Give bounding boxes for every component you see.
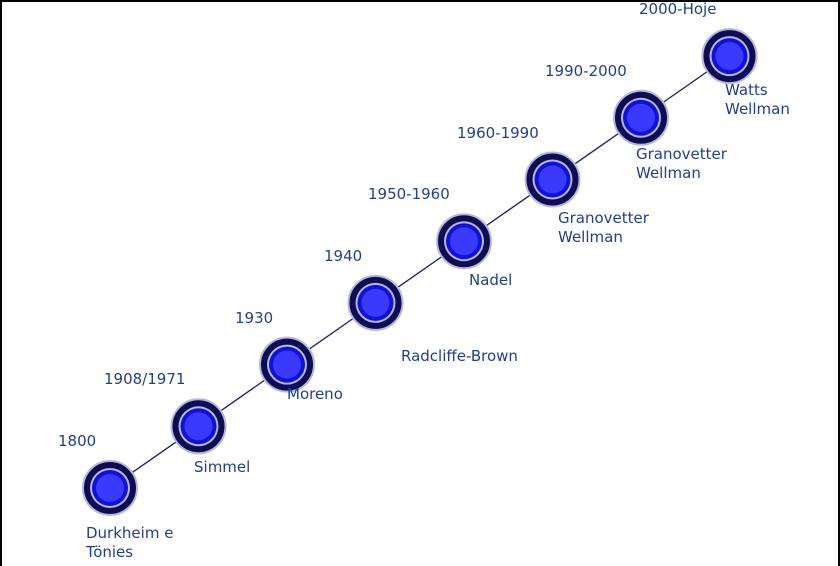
period-label-3: 1940 <box>324 247 362 266</box>
timeline-node-0 <box>83 461 137 515</box>
names-label-1: Simmel <box>194 458 250 477</box>
period-label-5: 1960-1990 <box>457 124 539 143</box>
period-label-2: 1930 <box>235 309 273 328</box>
timeline-node-1 <box>172 399 226 453</box>
names-label-3: Radcliffe-Brown <box>401 347 518 366</box>
period-label-6: 1990-2000 <box>545 62 627 81</box>
timeline-node-5 <box>526 153 580 207</box>
names-label-7: Watts Wellman <box>725 81 790 119</box>
names-label-2: Moreno <box>287 385 343 404</box>
names-label-5: Granovetter Wellman <box>558 209 649 247</box>
names-label-0: Durkheim e Tönies <box>86 524 173 562</box>
timeline-node-4 <box>437 214 491 268</box>
timeline-node-2 <box>260 338 314 392</box>
timeline-node-6 <box>614 91 668 145</box>
period-label-1: 1908/1971 <box>104 370 185 389</box>
period-label-0: 1800 <box>58 432 96 451</box>
timeline-node-3 <box>349 276 403 330</box>
timeline-node-7 <box>703 29 757 83</box>
period-label-7: 2000-Hoje <box>639 0 716 19</box>
names-label-4: Nadel <box>469 271 512 290</box>
period-label-4: 1950-1960 <box>368 185 450 204</box>
names-label-6: Granovetter Wellman <box>636 145 727 183</box>
